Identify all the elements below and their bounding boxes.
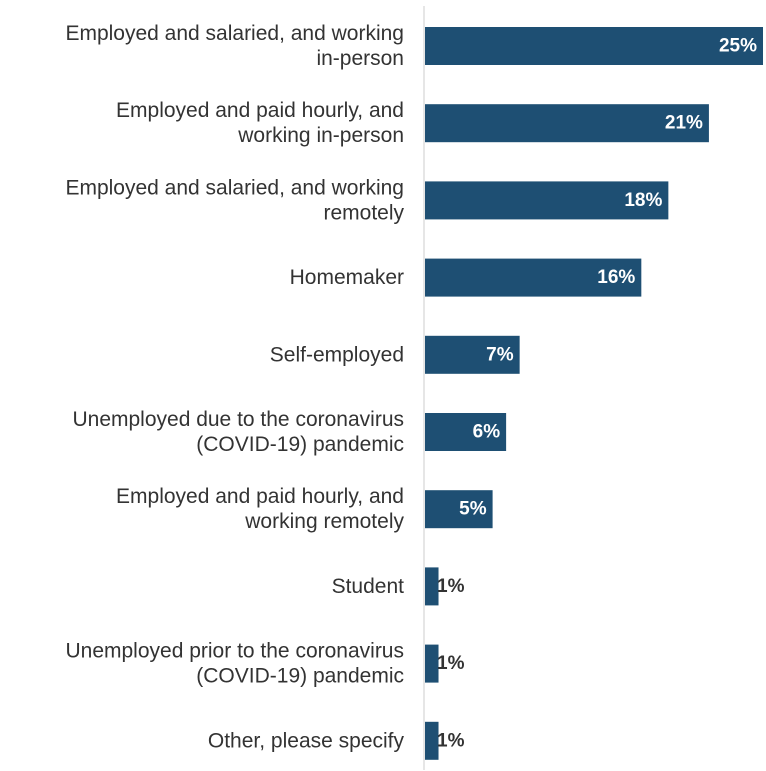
bar-value-label: 16%: [597, 267, 635, 288]
bar: [425, 644, 439, 683]
category-label-line: (COVID-19) pandemic: [196, 433, 404, 456]
bars-group: 25% 21% 18% 16% 7% 6% 5% 1% 1% 1%: [425, 27, 763, 760]
bar-value-label: 7%: [486, 344, 514, 365]
bar-value-label: 1%: [437, 576, 465, 597]
bar-value-label: 6%: [473, 422, 501, 443]
category-label-line: working in-person: [237, 124, 404, 147]
bar: [425, 335, 520, 374]
category-label: Unemployed due to the coronavirus (COVID-…: [72, 408, 404, 456]
category-label: Homemaker: [290, 266, 404, 289]
category-label: Employed and salaried, and working remote…: [65, 176, 404, 224]
bar-value-label: 25%: [719, 36, 757, 57]
category-label: Employed and paid hourly, and working in-…: [116, 99, 404, 147]
category-label-line: Student: [332, 575, 405, 598]
bar: [425, 104, 709, 143]
category-label: Student: [332, 575, 405, 598]
bar-value-label: 18%: [624, 190, 662, 211]
category-label-line: remotely: [323, 201, 404, 224]
category-label-line: working remotely: [244, 510, 404, 533]
bar: [425, 490, 493, 529]
bar: [425, 181, 669, 220]
bar-value-label: 1%: [437, 653, 465, 674]
category-label-line: Employed and salaried, and working: [65, 22, 404, 45]
bar-value-label: 5%: [459, 499, 487, 520]
category-label: Self-employed: [270, 343, 404, 366]
category-label-line: Self-employed: [270, 343, 404, 366]
category-label: Other, please specify: [208, 729, 405, 752]
category-label-line: Unemployed prior to the coronavirus: [65, 640, 404, 663]
category-label-line: Employed and paid hourly, and: [116, 99, 404, 122]
category-label-line: in-person: [316, 47, 404, 70]
category-label: Employed and salaried, and working in-per…: [65, 22, 404, 70]
category-label-line: Other, please specify: [208, 729, 405, 752]
bar: [425, 567, 439, 606]
bar-value-label: 1%: [437, 730, 465, 751]
category-label: Unemployed prior to the coronavirus (COVI…: [65, 640, 404, 688]
bar: [425, 413, 507, 451]
bar-value-label: 21%: [665, 113, 703, 134]
category-label: Employed and paid hourly, and working rem…: [116, 485, 404, 533]
category-label-line: Homemaker: [290, 266, 404, 289]
category-label-line: Employed and salaried, and working: [65, 176, 404, 199]
category-label-line: Unemployed due to the coronavirus: [72, 408, 404, 431]
bar: [425, 27, 763, 65]
category-label-line: (COVID-19) pandemic: [196, 665, 404, 688]
bar: [425, 721, 439, 760]
category-labels-group: Employed and salaried, and working in-per…: [65, 22, 404, 752]
category-label-line: Employed and paid hourly, and: [116, 485, 404, 508]
bar: [425, 258, 642, 297]
